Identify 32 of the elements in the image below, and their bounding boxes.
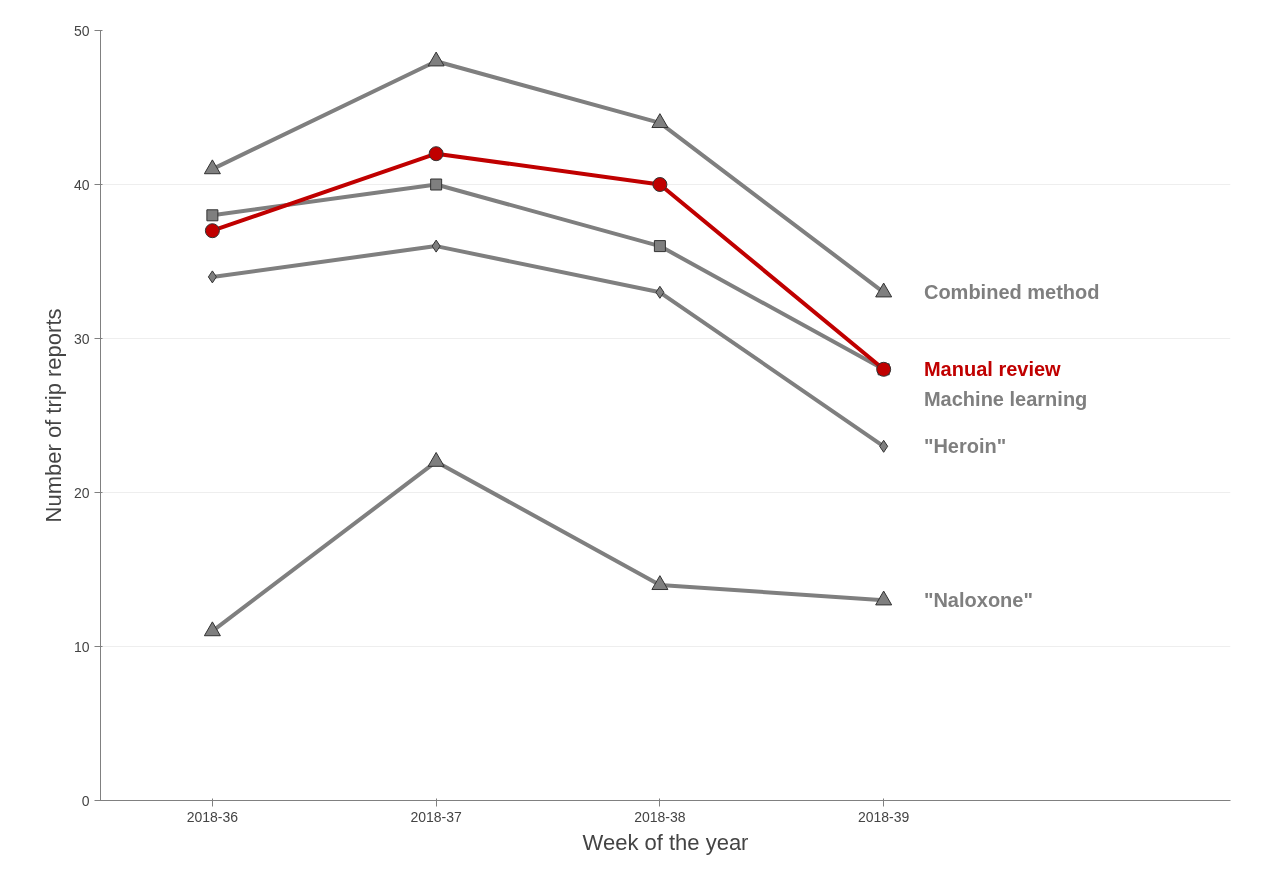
x-tick-label: 2018-36	[186, 808, 239, 825]
series-label: "Heroin"	[923, 435, 1007, 458]
y-tick-label: 50	[73, 22, 90, 39]
x-axis-title: Week of the year	[582, 829, 749, 855]
series-label: Manual review	[923, 358, 1062, 381]
point	[879, 439, 889, 453]
x-tick-label: 2018-39	[857, 808, 910, 825]
point	[431, 239, 441, 253]
x-tick-label: 2018-37	[410, 808, 463, 825]
y-tick-label: 30	[73, 330, 90, 347]
point	[430, 178, 443, 191]
point	[204, 223, 220, 239]
point	[651, 575, 669, 591]
y-tick-label: 20	[73, 484, 90, 501]
y-tick-label: 40	[73, 176, 90, 193]
point	[206, 209, 219, 222]
point	[207, 270, 217, 284]
point	[875, 282, 893, 298]
point	[875, 590, 893, 606]
point	[427, 451, 445, 467]
series-label: Combined method	[923, 281, 1100, 304]
y-tick-label: 0	[81, 792, 90, 809]
point	[428, 146, 444, 162]
point	[203, 621, 221, 637]
series-label: Machine learning	[923, 388, 1088, 411]
series-label: "Naloxone"	[923, 589, 1033, 612]
point	[652, 177, 668, 192]
point	[655, 285, 665, 299]
y-axis-title: Number of trip reports	[40, 308, 66, 523]
x-tick-label: 2018-38	[634, 808, 686, 825]
y-tick-label: 10	[73, 638, 90, 655]
point	[653, 240, 666, 253]
